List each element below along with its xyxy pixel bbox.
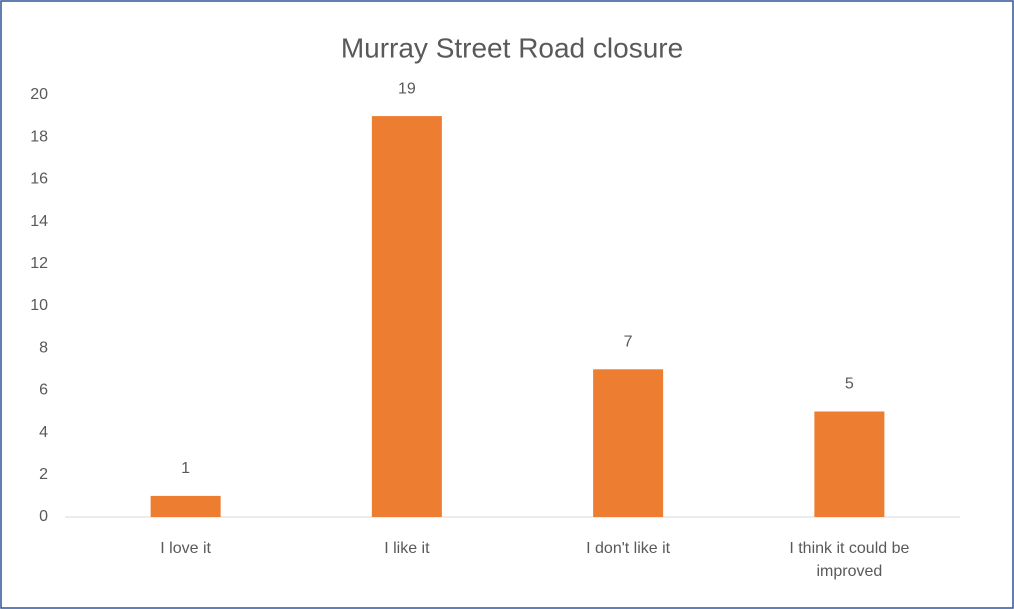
y-tick-label: 2 xyxy=(39,466,48,483)
y-tick-label: 18 xyxy=(30,128,48,145)
bar xyxy=(814,411,885,517)
y-tick-label: 8 xyxy=(39,339,48,356)
y-tick-label: 16 xyxy=(30,171,48,188)
y-tick-label: 14 xyxy=(30,213,48,230)
data-label: 7 xyxy=(624,334,633,351)
y-tick-label: 10 xyxy=(30,297,48,314)
x-tick-label: I love it xyxy=(160,540,211,557)
x-tick-label: I think it could be improved xyxy=(789,540,910,580)
chart-title: Murray Street Road closure xyxy=(341,32,683,63)
y-tick-label: 6 xyxy=(39,382,48,399)
x-tick-label: I don't like it xyxy=(586,540,671,557)
y-tick-label: 0 xyxy=(39,508,48,525)
bar xyxy=(371,116,442,517)
bar xyxy=(593,369,664,517)
data-label: 5 xyxy=(845,376,854,393)
y-tick-label: 20 xyxy=(30,86,48,103)
bar xyxy=(150,495,221,517)
y-tick-label: 12 xyxy=(30,255,48,272)
data-label: 1 xyxy=(181,460,190,477)
x-tick-label: I like it xyxy=(384,540,430,557)
y-tick-label: 4 xyxy=(39,424,48,441)
data-label: 19 xyxy=(398,80,416,97)
